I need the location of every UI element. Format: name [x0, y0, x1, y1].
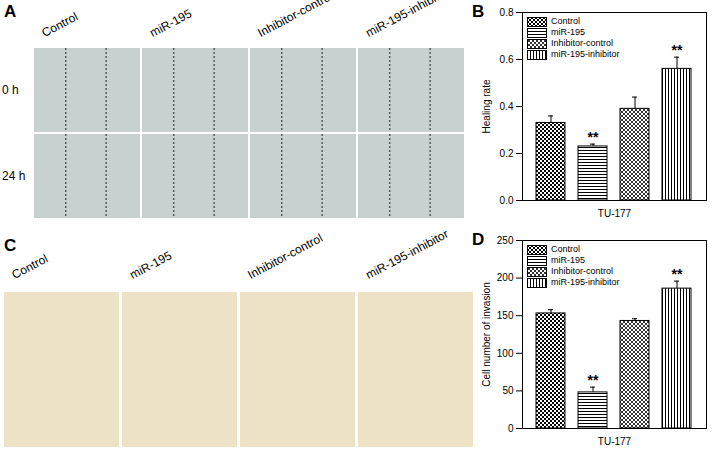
- html-text:Control: Control: [39, 9, 81, 40]
- html-text:B: B: [472, 2, 485, 21]
- html-text:miR-195-inhibitor: miR-195-inhibitor: [551, 277, 620, 287]
- html-text:C: C: [4, 236, 17, 255]
- svg-text:200: 200: [497, 272, 514, 283]
- html-text:Control: Control: [9, 251, 51, 282]
- svg-text:**: **: [588, 372, 599, 388]
- svg-text:Cell number of invasion: Cell number of invasion: [481, 282, 492, 387]
- html-text:Inhibitor-control: Inhibitor-control: [551, 266, 613, 276]
- html-text:Inhibitor-control: Inhibitor-control: [551, 38, 613, 48]
- html-text:A: A: [4, 2, 17, 21]
- html-text:miR-195: miR-195: [551, 27, 585, 37]
- svg-text:TU-177: TU-177: [598, 436, 632, 447]
- html-text:Control: Control: [551, 16, 580, 26]
- svg-text:**: **: [588, 129, 599, 145]
- svg-text:TU-177: TU-177: [598, 208, 632, 219]
- svg-text:0.2: 0.2: [500, 148, 514, 159]
- svg-text:Healing rate: Healing rate: [481, 79, 492, 133]
- svg-text:100: 100: [497, 348, 514, 359]
- html-text:D: D: [472, 230, 485, 249]
- html-text:miR-195: miR-195: [551, 255, 585, 265]
- html-text:miR-195-inhibitor: miR-195-inhibitor: [363, 226, 451, 282]
- html-text:Inhibitor-control: Inhibitor-control: [245, 230, 325, 282]
- svg-text:250: 250: [497, 235, 514, 246]
- html-text:24 h: 24 h: [2, 169, 26, 183]
- svg-text:0.0: 0.0: [500, 195, 514, 206]
- svg-text:0.8: 0.8: [500, 7, 514, 18]
- svg-text:0: 0: [508, 423, 514, 434]
- svg-text:0.6: 0.6: [500, 54, 514, 65]
- svg-text:150: 150: [497, 310, 514, 321]
- html-text:miR-195: miR-195: [147, 6, 194, 40]
- svg-text:0.4: 0.4: [500, 101, 514, 112]
- html-text:miR-195-inhibitor: miR-195-inhibitor: [551, 49, 620, 59]
- svg-text:**: **: [672, 266, 683, 282]
- html-text:miR-195: miR-195: [127, 248, 174, 282]
- svg-text:50: 50: [502, 385, 514, 396]
- html-text:0 h: 0 h: [2, 83, 19, 97]
- svg-text:**: **: [672, 42, 683, 58]
- html-text:Control: Control: [551, 244, 580, 254]
